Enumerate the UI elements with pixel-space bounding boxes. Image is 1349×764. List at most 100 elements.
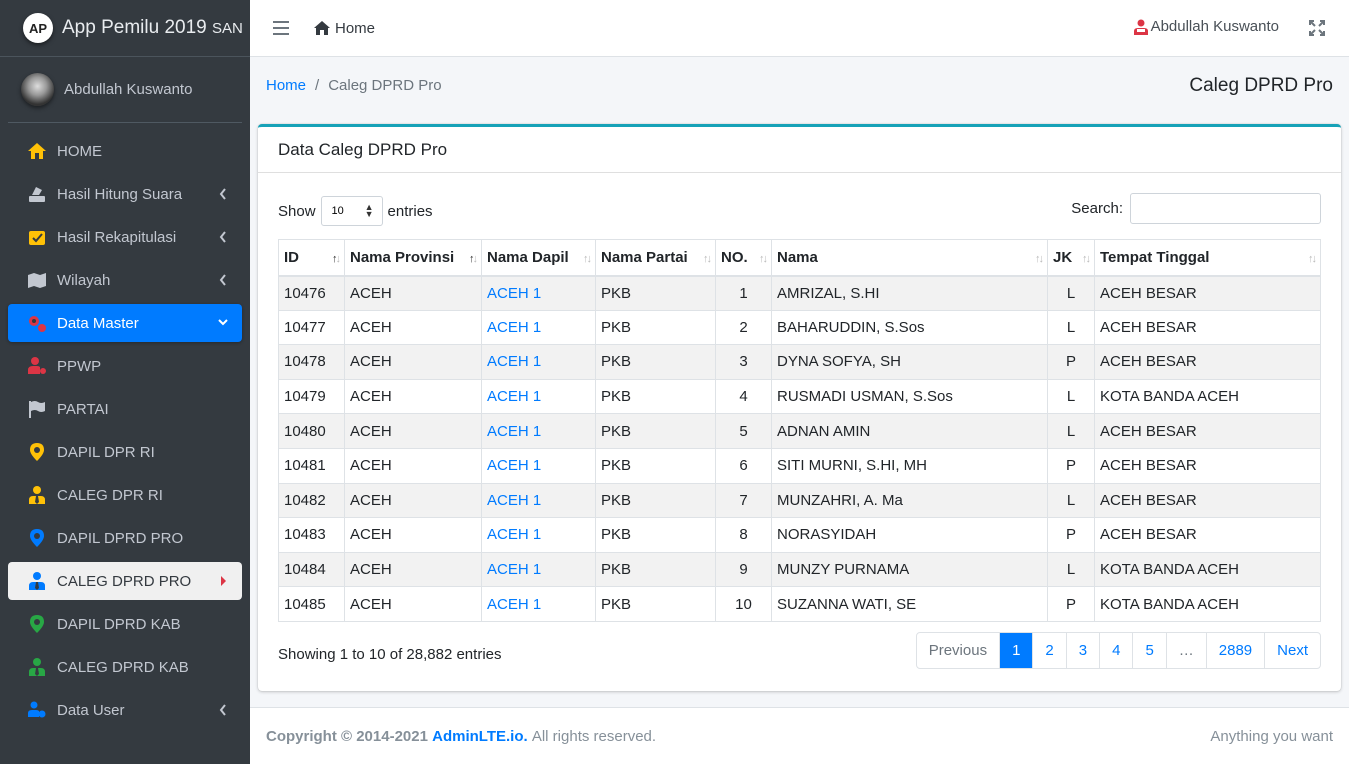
search-input[interactable] [1130, 193, 1321, 224]
user-tie-icon [27, 485, 47, 505]
select-arrows-icon: ▲ ▼ [364, 202, 374, 219]
sidebar-item-home[interactable]: HOME [8, 132, 242, 170]
table-row: 10479 ACEH ACEH 1 PKB 4 RUSMADI USMAN, S.Sos L… [278, 378, 1321, 415]
home-icon [314, 21, 330, 35]
entries-select[interactable]: 10 [320, 196, 383, 226]
table-cell: 9 [715, 551, 772, 588]
table-cell: P [1047, 447, 1095, 484]
hamburger-menu-icon[interactable] [273, 21, 289, 35]
pagination-previous-button[interactable]: Previous [928, 642, 988, 659]
sidebar-item-caleg-dpr-ri[interactable]: CALEG DPR RI [8, 476, 242, 514]
table-cell: PKB [595, 447, 716, 484]
table-cell: MUNZY PURNAMA [771, 551, 1048, 588]
column-header-nama[interactable]: Nama ↑↓ [771, 239, 1048, 277]
sidebar-item-dapil-dpr-ri[interactable]: DAPIL DPR RI [8, 433, 242, 471]
brand-link[interactable]: AP App Pemilu 2019 SAN [0, 0, 250, 57]
pagination-page-2889[interactable]: 2889 [1205, 633, 1264, 668]
dapil-link[interactable]: ACEH 1 [487, 526, 542, 544]
table-cell: ACEH [344, 344, 482, 380]
dapil-link[interactable]: ACEH 1 [487, 353, 542, 371]
brand-logo: AP [23, 13, 53, 43]
column-header-jk[interactable]: JK ↑↓ [1047, 239, 1095, 277]
pagination-page-1[interactable]: 1 [999, 633, 1033, 668]
dapil-link[interactable]: ACEH 1 [487, 561, 542, 579]
dapil-link[interactable]: ACEH 1 [487, 457, 542, 475]
sidebar-item-partai[interactable]: PARTAI [8, 390, 242, 428]
brand-text: App Pemilu 2019 SAN [62, 17, 243, 39]
table-row: 10483 ACEH ACEH 1 PKB 8 NORASYIDAH P ACEH BESAR [278, 517, 1321, 553]
table-cell: L [1047, 482, 1095, 519]
dapil-link[interactable]: ACEH 1 [487, 491, 542, 509]
table-cell: SUZANNA WATI, SE [771, 586, 1048, 622]
table-cell: ACEH 1 [481, 275, 596, 311]
sidebar-item-caleg-dprd-kab[interactable]: CALEG DPRD KAB [8, 648, 242, 686]
breadcrumb-home-link[interactable]: Home [266, 77, 307, 94]
table-cell: 3 [715, 344, 772, 380]
table-cell: ACEH 1 [481, 586, 596, 622]
footer-copyright: Copyright © 2014-2021 [266, 727, 428, 745]
pagination-page-3[interactable]: 3 [1065, 633, 1099, 668]
card-title: Data Caleg DPRD Pro [258, 127, 1341, 173]
table-cell: ACEH 1 [481, 517, 596, 553]
sidebar-item-dapil-dprd-kab[interactable]: DAPIL DPRD KAB [8, 605, 242, 643]
table-cell: DYNA SOFYA, SH [771, 344, 1048, 380]
sort-icon: ↑↓ [469, 253, 478, 265]
pagination-page-4[interactable]: 4 [1099, 633, 1132, 668]
sidebar-item-wilayah[interactable]: Wilayah [8, 261, 242, 299]
breadcrumb-current: Caleg DPRD Pro [328, 77, 442, 94]
pagination-page-5[interactable]: 5 [1132, 633, 1165, 668]
table-row: 10480 ACEH ACEH 1 PKB 5 ADNAN AMIN L ACEH BESAR [278, 413, 1321, 449]
table-cell: PKB [595, 482, 716, 519]
sidebar-item-dapil-dprd-pro[interactable]: DAPIL DPRD PRO [8, 519, 242, 557]
sidebar-item-caleg-dprd-pro[interactable]: CALEG DPRD PRO [8, 562, 242, 600]
brand-suffix: SAN [212, 20, 243, 37]
table-body: 10476 ACEH ACEH 1 PKB 1 AMRIZAL, S.HI L ACEH BE… [278, 275, 1321, 622]
table-cell: PKB [595, 309, 716, 346]
pagination-next-button[interactable]: Next [1264, 633, 1320, 668]
table-row: 10484 ACEH ACEH 1 PKB 9 MUNZY PURNAMA L KOTA BA… [278, 551, 1321, 588]
sidebar-item-hasil-rekapitulasi[interactable]: Hasil Rekapitulasi [8, 218, 242, 256]
sidebar-item-ppwp[interactable]: PPWP [8, 347, 242, 385]
column-header-tempat-tinggal[interactable]: Tempat Tinggal ↑↓ [1094, 239, 1321, 277]
table-cell: ACEH 1 [481, 413, 596, 449]
column-header-nama-provinsi[interactable]: Nama Provinsi ↑↓ [344, 239, 482, 277]
sidebar-item-hasil-hitung-suara[interactable]: Hasil Hitung Suara [8, 175, 242, 213]
topbar-home-link[interactable]: Home [313, 20, 375, 37]
avatar [21, 73, 54, 106]
sidebar-user-name[interactable]: Abdullah Kuswanto [64, 81, 193, 98]
column-header-no[interactable]: NO. ↑↓ [715, 239, 772, 277]
table-cell: ACEH [344, 378, 482, 415]
fullscreen-icon[interactable] [1309, 20, 1325, 40]
column-header-label: Nama Dapil [487, 248, 569, 266]
cogs-icon [27, 313, 47, 333]
table-cell: L [1047, 551, 1095, 588]
table-cell: ACEH [344, 586, 482, 622]
sidebar-item-label: DAPIL DPRD KAB [57, 615, 181, 633]
table-cell: 8 [715, 517, 772, 553]
dapil-link[interactable]: ACEH 1 [487, 595, 542, 613]
user-panel[interactable]: Abdullah Kuswanto [8, 57, 242, 123]
column-header-label: Tempat Tinggal [1100, 248, 1210, 266]
topbar-user-menu[interactable]: Abdullah Kuswanto [1133, 18, 1279, 35]
dapil-link[interactable]: ACEH 1 [487, 388, 542, 406]
table-cell: PKB [595, 517, 716, 553]
dapil-link[interactable]: ACEH 1 [487, 284, 542, 302]
column-header-nama-dapil[interactable]: Nama Dapil ↑↓ [481, 239, 596, 277]
dapil-link[interactable]: ACEH 1 [487, 318, 542, 336]
sidebar-item-data-user[interactable]: Data User [8, 691, 242, 729]
pagination-page-2[interactable]: 2 [1032, 633, 1065, 668]
column-header-id[interactable]: ID ↑↓ [278, 239, 345, 277]
footer-link[interactable]: AdminLTE.io. [432, 727, 528, 745]
dapil-link[interactable]: ACEH 1 [487, 422, 542, 440]
caleg-table: ID ↑↓ Nama Provinsi ↑↓ Nama Dapil ↑↓ Nama Part… [278, 239, 1321, 622]
table-cell: 10482 [278, 482, 345, 519]
table-cell: L [1047, 309, 1095, 346]
table-info: Showing 1 to 10 of 28,882 entries [278, 646, 502, 663]
table-cell: PKB [595, 551, 716, 588]
table-cell: L [1047, 378, 1095, 415]
table-cell: 5 [715, 413, 772, 449]
column-header-nama-partai[interactable]: Nama Partai ↑↓ [595, 239, 716, 277]
sidebar-item-data-master[interactable]: Data Master [8, 304, 242, 342]
sort-icon: ↑↓ [583, 253, 592, 265]
sort-icon: ↑↓ [332, 253, 341, 265]
